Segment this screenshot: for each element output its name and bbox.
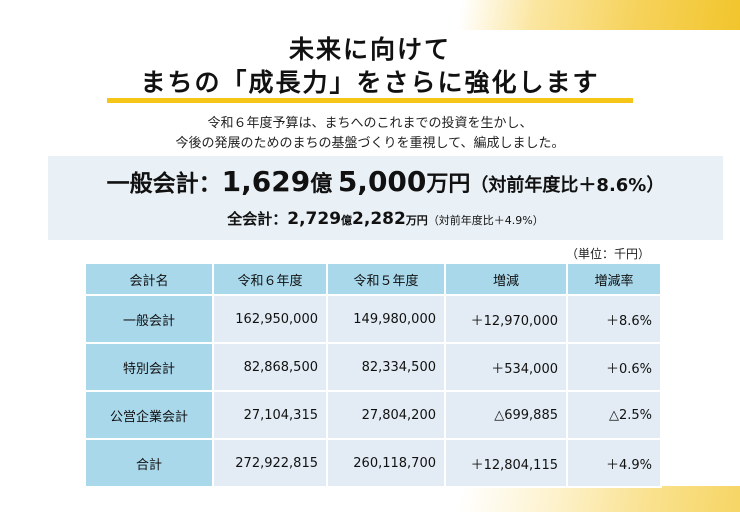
all-man-value: 2,282 xyxy=(352,209,406,229)
r5-value-cell: 260,118,700 xyxy=(326,438,446,488)
account-name-cell: 一般会計 xyxy=(84,294,214,344)
table-unit-note: （単位：千円） xyxy=(566,247,651,261)
r6-value-cell: 272,922,815 xyxy=(212,438,328,488)
intro-text-line1: 令和６年度予算は、まちへのこれまでの投資を生かし、 xyxy=(207,116,533,131)
all-oku-value: 2,729 xyxy=(287,209,342,229)
change-rate-cell: △2.5% xyxy=(566,390,662,440)
all-accounts-label: 全会計： xyxy=(227,210,288,228)
r6-value-cell: 82,868,500 xyxy=(212,342,328,392)
table-header-row: 会計名 令和６年度 令和５年度 増減 増減率 xyxy=(84,262,662,296)
change-rate-cell: ＋0.6% xyxy=(566,342,662,392)
header-change-rate: 増減率 xyxy=(566,262,662,296)
general-oku-value: 1,629 xyxy=(221,165,311,198)
general-yoy-note: （対前年度比＋8.6%） xyxy=(470,175,665,196)
all-man-unit: 万円 xyxy=(405,214,428,227)
r5-value-cell: 27,804,200 xyxy=(326,390,446,440)
intro-text-line2: 今後の発展のためのまちの基盤づくりを重視して、編成しました。 xyxy=(175,136,565,151)
general-account-label: 一般会計： xyxy=(106,171,222,197)
all-yoy-note: （対前年度比＋4.9%） xyxy=(427,214,544,227)
decorative-bottom-band xyxy=(0,486,740,512)
header-account-name: 会計名 xyxy=(84,262,214,296)
title-underline xyxy=(107,98,633,103)
general-account-summary: 一般会計：1,629億 5,000万円（対前年度比＋8.6%） xyxy=(48,164,723,198)
all-oku-unit: 億 xyxy=(341,214,353,227)
man-unit: 万円 xyxy=(426,172,471,197)
budget-table: 会計名 令和６年度 令和５年度 増減 増減率 一般会計 162,950,000 … xyxy=(84,262,662,488)
r6-value-cell: 27,104,315 xyxy=(212,390,328,440)
oku-unit: 億 xyxy=(310,172,333,197)
r5-value-cell: 82,334,500 xyxy=(326,342,446,392)
page-title-line1: 未来に向けて xyxy=(288,35,451,64)
table-row: 公営企業会計 27,104,315 27,804,200 △699,885 △2… xyxy=(84,390,662,440)
r5-value-cell: 149,980,000 xyxy=(326,294,446,344)
change-value-cell: ＋12,970,000 xyxy=(444,294,568,344)
change-value-cell: ＋12,804,115 xyxy=(444,438,568,488)
general-man-value: 5,000 xyxy=(337,165,427,198)
decorative-top-band xyxy=(0,0,740,30)
table-row: 合計 272,922,815 260,118,700 ＋12,804,115 ＋… xyxy=(84,438,662,488)
all-accounts-summary: 全会計：2,729億2,282万円（対前年度比＋4.9%） xyxy=(48,208,723,229)
change-value-cell: △699,885 xyxy=(444,390,568,440)
account-name-cell: 特別会計 xyxy=(84,342,214,392)
account-name-cell: 合計 xyxy=(84,438,214,488)
table-row: 一般会計 162,950,000 149,980,000 ＋12,970,000… xyxy=(84,294,662,344)
r6-value-cell: 162,950,000 xyxy=(212,294,328,344)
page-title-line2: まちの「成長力」をさらに強化します xyxy=(140,68,600,97)
change-rate-cell: ＋4.9% xyxy=(566,438,662,488)
change-rate-cell: ＋8.6% xyxy=(566,294,662,344)
header-r6: 令和６年度 xyxy=(212,262,328,296)
account-name-cell: 公営企業会計 xyxy=(84,390,214,440)
header-change: 増減 xyxy=(444,262,568,296)
change-value-cell: ＋534,000 xyxy=(444,342,568,392)
header-r5: 令和５年度 xyxy=(326,262,446,296)
table-row: 特別会計 82,868,500 82,334,500 ＋534,000 ＋0.6… xyxy=(84,342,662,392)
budget-summary-box: 一般会計：1,629億 5,000万円（対前年度比＋8.6%） 全会計：2,72… xyxy=(48,156,723,240)
